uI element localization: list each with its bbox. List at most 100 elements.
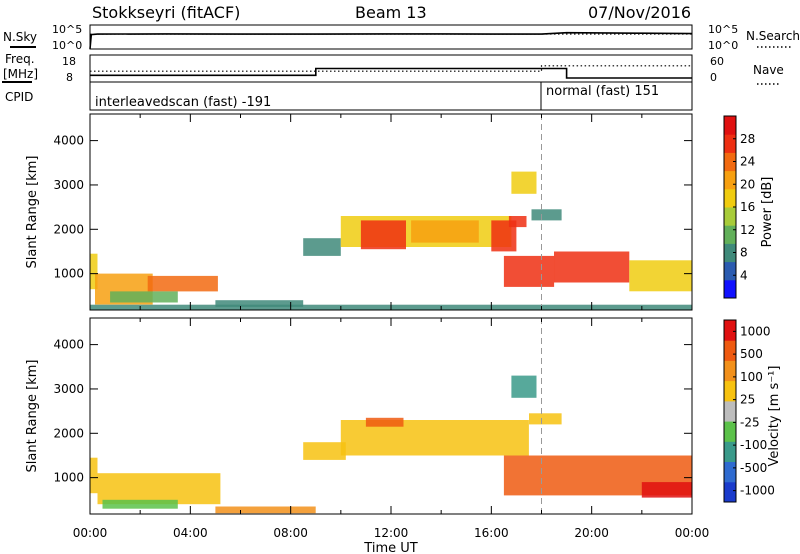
xtick-label-2: 08:00 bbox=[273, 526, 308, 540]
cpid-frame bbox=[89, 81, 693, 111]
region-14 bbox=[531, 209, 562, 221]
noise-tick-bottom-left: 10^0 bbox=[52, 39, 82, 52]
freq-label-2: [MHz] bbox=[3, 67, 38, 81]
cbar-seg-5 bbox=[724, 380, 736, 402]
cbar-label-2: 100 bbox=[740, 370, 763, 384]
velocity-cbar-label: Velocity [m s⁻¹] bbox=[767, 366, 782, 467]
cbar-seg-2 bbox=[724, 243, 736, 263]
region-10 bbox=[508, 216, 527, 228]
freq-tick-bottom: 8 bbox=[66, 71, 73, 84]
nave-label: Nave bbox=[753, 63, 784, 77]
region-6 bbox=[365, 417, 404, 427]
region-3 bbox=[110, 291, 178, 303]
ytick-label-1: 2000 bbox=[53, 222, 84, 236]
cbar-label-3: 16 bbox=[740, 200, 755, 214]
ytick-label-3: 4000 bbox=[53, 338, 84, 352]
x-axis-title: Time UT bbox=[363, 541, 417, 554]
cpid-interleaved: interleavedscan (fast) -191 bbox=[95, 95, 271, 110]
cbar-seg-8 bbox=[724, 320, 736, 341]
noise-line-0 bbox=[89, 31, 693, 50]
date-title: 07/Nov/2016 bbox=[588, 3, 691, 22]
region-5 bbox=[303, 238, 341, 256]
region-11 bbox=[503, 255, 555, 287]
cbar-label-4: -25 bbox=[740, 415, 760, 429]
cbar-label-1: 500 bbox=[740, 347, 763, 361]
cbar-seg-7 bbox=[724, 340, 736, 361]
noise-tick-bottom-right: 10^0 bbox=[708, 39, 738, 52]
ytick-label-1: 2000 bbox=[53, 426, 84, 440]
freq-tick-top: 18 bbox=[62, 55, 76, 68]
ytick-label-3: 4000 bbox=[53, 134, 84, 148]
cbar-label-4: 20 bbox=[740, 177, 755, 191]
cbar-seg-0 bbox=[724, 279, 736, 299]
region-2 bbox=[102, 499, 178, 509]
nave-tick-bottom: 0 bbox=[710, 71, 717, 84]
cbar-label-6: 28 bbox=[740, 132, 755, 146]
cbar-label-0: 1000 bbox=[740, 324, 771, 338]
region-8 bbox=[411, 220, 479, 243]
power-axes: 1000 2000 3000 4000 bbox=[53, 114, 693, 310]
region-4 bbox=[303, 442, 346, 460]
freq-panel: Freq. [MHz] 18 8 60 0 Nave bbox=[2, 52, 784, 85]
cbar-seg-0 bbox=[724, 481, 736, 503]
cbar-seg-1 bbox=[724, 461, 736, 483]
cbar-seg-5 bbox=[724, 188, 736, 208]
noise-tick-top-right: 10^5 bbox=[708, 23, 738, 36]
power-cbar-label: Power [dB] bbox=[760, 177, 775, 248]
region-7 bbox=[529, 413, 562, 425]
velocity-ylabel: Slant Range [km] bbox=[25, 360, 40, 473]
cbar-seg-3 bbox=[724, 225, 736, 244]
region-13 bbox=[629, 260, 692, 292]
cbar-seg-8 bbox=[724, 134, 736, 153]
cpid-normal: normal (fast) 151 bbox=[546, 84, 659, 99]
cbar-label-5: 24 bbox=[740, 155, 755, 169]
cbar-frame bbox=[723, 319, 737, 503]
xtick-label-5: 20:00 bbox=[574, 526, 609, 540]
cbar-seg-3 bbox=[724, 421, 736, 442]
region-4 bbox=[215, 300, 304, 307]
velocity-data bbox=[90, 318, 692, 514]
ytick-label-2: 3000 bbox=[53, 178, 84, 192]
region-3 bbox=[215, 506, 316, 514]
nsearch-label: N.Search bbox=[746, 29, 800, 43]
cbar-label-2: 12 bbox=[740, 223, 755, 237]
noise-frame bbox=[89, 24, 693, 50]
cbar-seg-6 bbox=[724, 360, 736, 382]
power-ylabel: Slant Range [km] bbox=[25, 156, 40, 269]
nsky-label: N.Sky bbox=[3, 30, 37, 44]
cbar-label-3: 25 bbox=[740, 393, 755, 407]
cbar-label-7: -1000 bbox=[740, 484, 775, 498]
velocity-panel: 1000 2000 3000 4000 Slant Range [km] 1000 50… bbox=[25, 317, 782, 515]
noise-series bbox=[89, 31, 693, 50]
cbar-seg-2 bbox=[724, 441, 736, 462]
freq-line-1 bbox=[90, 65, 692, 72]
beam-title: Beam 13 bbox=[355, 3, 427, 22]
region-9 bbox=[511, 375, 537, 398]
station-title: Stokkseyri (fitACF) bbox=[92, 3, 240, 22]
x-axis: 00:00 04:00 08:00 12:00 16:00 20:00 00:00 bbox=[73, 526, 710, 540]
power-panel: 1000 2000 3000 4000 Slant Range [km] 4 8 12 16… bbox=[25, 113, 775, 311]
cbar-seg-1 bbox=[724, 261, 736, 281]
cbar-seg-7 bbox=[724, 152, 736, 172]
cbar-seg-4 bbox=[724, 400, 736, 422]
region-12 bbox=[554, 251, 630, 283]
cbar-seg-6 bbox=[724, 170, 736, 190]
freq-line-0 bbox=[90, 67, 692, 79]
ytick-label-2: 3000 bbox=[53, 382, 84, 396]
cpid-label: CPID bbox=[5, 90, 33, 104]
xtick-label-4: 16:00 bbox=[474, 526, 509, 540]
velocity-axes: 1000 2000 3000 4000 bbox=[53, 318, 693, 514]
cbar-label-5: -100 bbox=[740, 438, 767, 452]
region-2 bbox=[147, 275, 218, 292]
xtick-label-3: 12:00 bbox=[374, 526, 409, 540]
cbar-label-0: 4 bbox=[740, 268, 748, 282]
noise-panel: N.Sky 10^5 10^0 10^5 10^0 N.Search bbox=[3, 23, 800, 52]
cbar-label-1: 8 bbox=[740, 246, 748, 260]
cpid-panel: CPID interleavedscan (fast) -191 normal … bbox=[5, 81, 693, 111]
freq-series bbox=[90, 65, 692, 79]
nave-tick-top: 60 bbox=[710, 55, 724, 68]
region-1 bbox=[97, 473, 221, 505]
ytick-label-0: 1000 bbox=[53, 267, 84, 281]
cbar-seg-9 bbox=[724, 116, 736, 135]
